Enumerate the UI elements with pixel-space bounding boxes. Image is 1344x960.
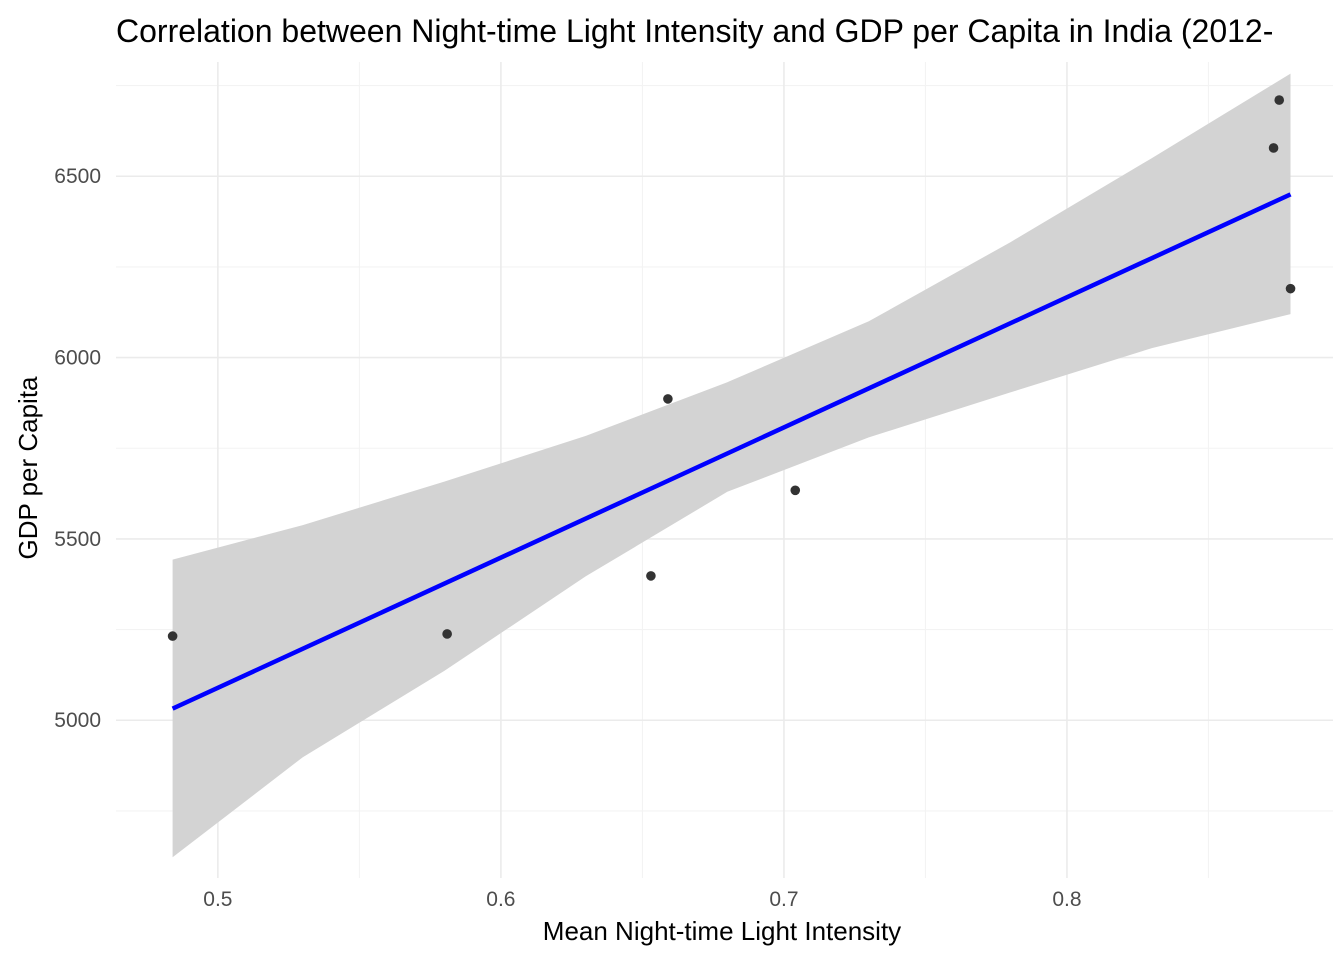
chart-title: Correlation between Night-time Light Int…: [116, 13, 1273, 49]
y-tick-label: 6000: [54, 347, 101, 370]
data-point: [1285, 283, 1296, 294]
x-tick-label: 0.6: [486, 888, 515, 911]
y-tick-label: 6500: [54, 165, 101, 188]
confidence-band-area: [172, 73, 1291, 858]
trend-line-group: [171, 192, 1292, 711]
x-tick-label: 0.8: [1052, 888, 1081, 911]
data-point: [1274, 95, 1285, 105]
x-axis-ticks: 0.5 0.6 0.7 0.8: [203, 888, 1081, 911]
confidence-band: [172, 73, 1291, 858]
x-tick-label: 0.7: [769, 888, 798, 911]
data-point: [790, 485, 801, 496]
data-point: [167, 631, 178, 641]
data-points: [167, 95, 1296, 641]
trend-line: [171, 192, 1292, 711]
x-tick-label: 0.5: [203, 888, 232, 911]
y-axis-title: GDP per Capita: [13, 376, 43, 560]
y-tick-label: 5500: [54, 528, 101, 551]
data-point: [442, 629, 452, 639]
y-tick-label: 5000: [54, 709, 101, 732]
y-axis-ticks: 5000 5500 6000 6500: [54, 165, 101, 732]
data-point: [1268, 143, 1279, 153]
data-point: [663, 394, 673, 404]
data-point: [646, 571, 656, 581]
x-axis-title: Mean Night-time Light Intensity: [543, 916, 901, 946]
